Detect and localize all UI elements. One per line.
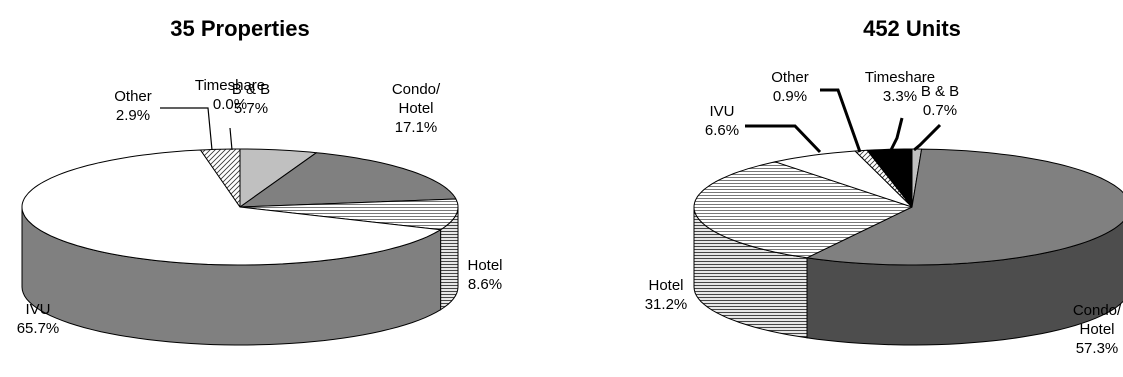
- slice-value-ivu: 6.6%: [705, 122, 739, 139]
- slice-label-b-and-b: B & B 0.7%: [921, 83, 959, 119]
- slice-label-other: Other 0.9%: [771, 69, 809, 105]
- pie-chart-properties: 35 Properties B & B 5.7% Condo/Hotel 17.1% H…: [17, 16, 503, 346]
- slice-value-condo-hotel: 57.3%: [1076, 340, 1119, 357]
- slice-value-condo-hotel: 17.1%: [395, 119, 438, 136]
- slice-other: [200, 148, 241, 208]
- slice-category-ivu: IVU: [709, 103, 734, 120]
- slice-hotel: [239, 198, 459, 231]
- slice-value-hotel: 8.6%: [468, 276, 502, 293]
- slice-value-hotel: 31.2%: [645, 296, 688, 313]
- slice-category-timeshare: Timeshare: [195, 77, 265, 94]
- slice-label-other: Other 2.9%: [114, 88, 152, 124]
- slice-value-other: 2.9%: [116, 107, 150, 124]
- slice-value-other: 0.9%: [773, 88, 807, 105]
- slice-value-ivu: 65.7%: [17, 320, 60, 337]
- leader-line-b-and-b: [913, 123, 942, 152]
- slice-ivu: [774, 150, 913, 208]
- slice-timeshare: [866, 148, 913, 208]
- slice-hotel: [693, 161, 913, 259]
- slice-label-condo-hotel: Condo/Hotel 17.1%: [392, 81, 441, 136]
- slice-value-timeshare: 0.0%: [213, 96, 247, 113]
- slice-label-ivu: IVU 65.7%: [17, 301, 60, 337]
- slice-category-b-and-b: B & B: [232, 81, 270, 98]
- slice-category-hotel: Hotel: [648, 277, 683, 294]
- leader-line-other: [160, 107, 213, 151]
- slice-category-ivu: IVU: [25, 301, 50, 318]
- slice-condo-hotel: [239, 152, 457, 208]
- slice-category-other: Other: [114, 88, 152, 105]
- slice-category-hotel: Hotel: [467, 257, 502, 274]
- slice-label-hotel: Hotel 31.2%: [645, 277, 688, 313]
- leader-line-timeshare: [889, 117, 904, 151]
- slice-category-condo-hotel: Condo/: [1073, 302, 1122, 319]
- slice-value-b-and-b: 0.7%: [923, 102, 957, 119]
- slice-value-timeshare: 3.3%: [883, 88, 917, 105]
- slice-category-other: Other: [771, 69, 809, 86]
- chart-title: 452 Units: [863, 16, 961, 41]
- slice-condo-hotel: [806, 148, 1123, 266]
- slice-label-timeshare: Timeshare 0.0%: [195, 77, 265, 113]
- slice-ivu: [21, 149, 442, 266]
- slice-label-condo-hotel: Condo/Hotel 57.3%: [1073, 302, 1122, 357]
- slice-category-timeshare: Timeshare: [865, 69, 935, 86]
- slice-category-b-and-b: B & B: [921, 83, 959, 100]
- slice-label-hotel: Hotel 8.6%: [467, 257, 502, 293]
- chart-title: 35 Properties: [170, 16, 309, 41]
- leader-line-ivu: [745, 124, 822, 154]
- pie-chart-units: 452 Units B & B 0.7% Condo/Hotel 57.3% Hotel…: [645, 16, 1123, 357]
- slice-label-timeshare: Timeshare 3.3%: [865, 69, 935, 105]
- slice-category-condo-hotel: Condo/: [392, 81, 441, 98]
- slice-b-and-b: [239, 148, 317, 208]
- slice-category-condo-hotel: Hotel: [398, 100, 433, 117]
- slice-label-ivu: IVU 6.6%: [705, 103, 739, 139]
- slice-label-b-and-b: B & B 5.7%: [232, 81, 270, 117]
- leader-line-other: [820, 88, 862, 153]
- slice-value-b-and-b: 5.7%: [234, 100, 268, 117]
- slice-category-condo-hotel: Hotel: [1079, 321, 1114, 338]
- leader-line-timeshare: [229, 127, 233, 151]
